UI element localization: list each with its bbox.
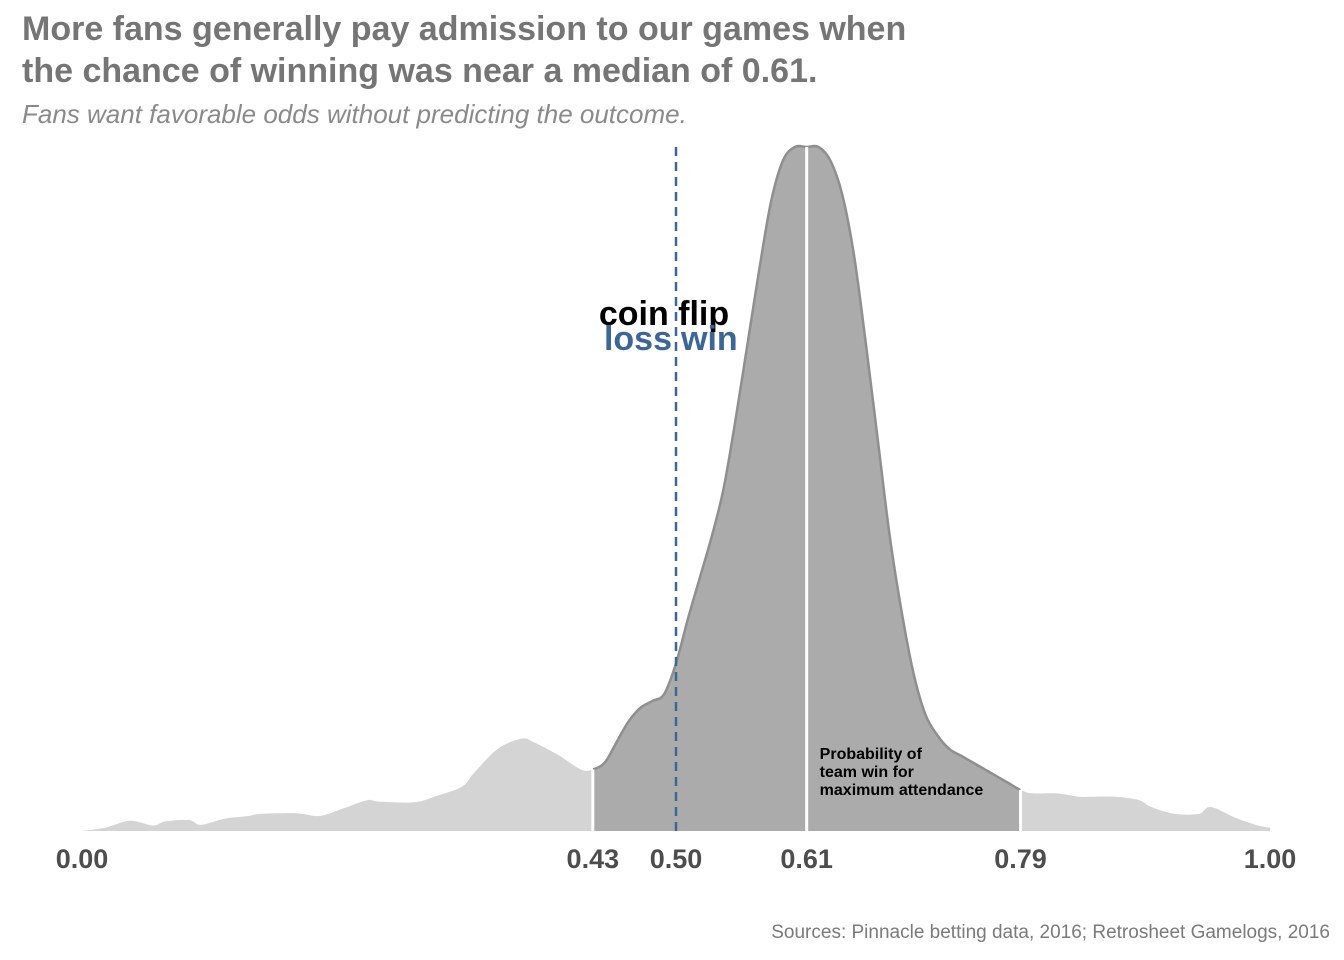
median-annotation: Probability of team win for maximum atte… xyxy=(820,746,984,799)
median-annotation-line-2: team win for xyxy=(820,764,914,781)
x-tick-label: 1.00 xyxy=(1244,844,1297,874)
x-axis-tick-labels: 0.00 0.43 0.50 0.61 0.79 1.00 xyxy=(56,844,1297,874)
loss-label: loss xyxy=(604,320,672,358)
coin-flip-label: coin flip xyxy=(599,295,729,333)
density-highlight-area xyxy=(592,145,1021,831)
chart-title-line-2: the chance of winning was near a median … xyxy=(22,52,818,90)
median-annotation-line-1: Probability of xyxy=(820,746,923,763)
density-outline xyxy=(592,144,1021,792)
chart-title-line-1: More fans generally pay admission to our… xyxy=(22,10,907,48)
x-tick-label: 0.50 xyxy=(650,844,703,874)
x-tick-label: 0.43 xyxy=(567,844,620,874)
chart-subtitle: Fans want favorable odds without predict… xyxy=(22,99,687,129)
median-annotation-line-3: maximum attendance xyxy=(820,782,984,799)
x-tick-label: 0.00 xyxy=(56,844,109,874)
chart-title: More fans generally pay admission to our… xyxy=(22,8,1122,92)
x-tick-label: 0.79 xyxy=(994,844,1047,874)
win-label: win xyxy=(680,320,738,358)
x-tick-label: 0.61 xyxy=(780,844,833,874)
source-note: Sources: Pinnacle betting data, 2016; Re… xyxy=(771,922,1330,943)
